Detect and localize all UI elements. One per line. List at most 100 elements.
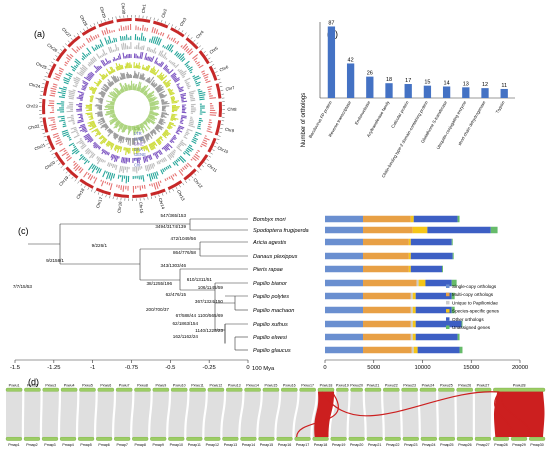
track-bar bbox=[88, 37, 92, 42]
chr-tick bbox=[44, 139, 48, 141]
track-bar bbox=[122, 136, 125, 144]
synteny-chromosome bbox=[186, 436, 203, 441]
track-bar bbox=[84, 158, 87, 161]
bar-category-label: Cuticular protein bbox=[390, 99, 410, 128]
track-label: LTR bbox=[134, 131, 142, 136]
track-bar bbox=[164, 144, 171, 151]
synteny-link bbox=[330, 391, 349, 437]
track-bar bbox=[81, 64, 88, 70]
track-bar bbox=[122, 52, 125, 59]
bar bbox=[500, 88, 508, 98]
track-bar bbox=[72, 144, 76, 147]
track-bar bbox=[104, 126, 110, 131]
synteny-chromosome bbox=[23, 436, 41, 441]
track-bar bbox=[104, 181, 107, 184]
track-bar bbox=[152, 172, 156, 179]
track-bar bbox=[85, 112, 93, 115]
stacked-bar-segment bbox=[363, 215, 411, 223]
bar-value-label: 14 bbox=[444, 80, 450, 86]
track-bar bbox=[158, 50, 162, 56]
track-bar bbox=[104, 88, 108, 92]
track-bar bbox=[166, 34, 170, 39]
track-bar bbox=[196, 127, 201, 130]
chromosome-label: Chr12 bbox=[192, 177, 204, 189]
track-bar bbox=[165, 68, 169, 72]
track-bar bbox=[109, 117, 118, 124]
track-bar bbox=[159, 119, 166, 124]
synteny-chr-label: Pxwu5 bbox=[82, 384, 93, 388]
track-bar bbox=[118, 135, 122, 143]
track-bar bbox=[79, 67, 86, 73]
bar-value-label: 18 bbox=[386, 77, 392, 83]
track-bar bbox=[113, 154, 116, 159]
synteny-chr-label: Pxwu8 bbox=[137, 384, 148, 388]
track-bar bbox=[102, 86, 109, 91]
chromosome-label: Chr1 bbox=[141, 3, 147, 13]
chr-tick bbox=[83, 28, 85, 31]
synteny-chromosome bbox=[168, 436, 185, 441]
stacked-bar-segment bbox=[410, 215, 414, 223]
chr-tick bbox=[108, 17, 110, 21]
stacked-bar-segment bbox=[325, 320, 364, 328]
stacked-bar-segment bbox=[451, 238, 453, 246]
synteny-chromosome bbox=[226, 387, 243, 392]
chr-tick bbox=[94, 190, 96, 194]
track-bar bbox=[171, 114, 176, 117]
track-bar bbox=[156, 86, 164, 92]
track-bar bbox=[194, 153, 200, 158]
track-bar bbox=[107, 130, 113, 137]
track-bar bbox=[109, 92, 118, 99]
track-bar bbox=[113, 133, 117, 138]
track-bar bbox=[160, 76, 164, 81]
track-bar bbox=[85, 37, 90, 44]
track-bar bbox=[104, 160, 106, 163]
track-bar bbox=[116, 145, 121, 153]
track-bar bbox=[156, 124, 163, 129]
track-bar bbox=[74, 165, 81, 172]
track-bar bbox=[114, 44, 118, 52]
track-bar bbox=[144, 27, 146, 32]
track-bar bbox=[184, 133, 189, 136]
track-bar bbox=[146, 117, 156, 124]
track-bar bbox=[134, 84, 138, 91]
chr-tick bbox=[161, 19, 163, 23]
track-bar bbox=[185, 164, 189, 168]
track-bar bbox=[118, 184, 120, 189]
chr-tick bbox=[47, 68, 50, 71]
track-bar bbox=[78, 94, 84, 97]
synteny-link-highlight bbox=[501, 391, 532, 438]
chr-tick bbox=[57, 52, 60, 54]
track-bar bbox=[89, 121, 95, 125]
track-bar bbox=[190, 158, 193, 161]
species-label: Pieris rapae bbox=[253, 267, 283, 273]
track-bar bbox=[144, 93, 148, 97]
track-bar bbox=[91, 46, 96, 52]
track-bar bbox=[165, 166, 168, 170]
chr-tick bbox=[168, 22, 170, 26]
track-bar bbox=[143, 145, 146, 150]
chr-band bbox=[167, 180, 183, 191]
track-bar bbox=[97, 145, 100, 149]
track-bar bbox=[110, 143, 115, 150]
track-bar bbox=[115, 37, 118, 42]
track-bar bbox=[73, 65, 78, 69]
chromosome-label: Chr16 bbox=[116, 201, 122, 214]
chr-tick bbox=[80, 183, 83, 186]
stacked-bar-segment bbox=[412, 320, 416, 328]
track-bar bbox=[97, 81, 101, 84]
track-bar bbox=[198, 64, 204, 69]
track-bar bbox=[184, 60, 190, 66]
track-bar bbox=[89, 139, 94, 143]
synteny-chr-label: Pmap15 bbox=[260, 443, 273, 447]
track-bar bbox=[110, 142, 114, 148]
track-bar bbox=[87, 120, 95, 124]
track-bar bbox=[161, 114, 166, 117]
track-bar bbox=[190, 99, 196, 102]
bar-value-label: 12 bbox=[482, 82, 488, 88]
track-bar bbox=[88, 86, 97, 92]
track-bar bbox=[151, 142, 156, 149]
track-bar bbox=[52, 132, 59, 136]
track-bar bbox=[146, 117, 155, 124]
track-bar bbox=[121, 124, 126, 133]
track-bar bbox=[149, 103, 159, 106]
